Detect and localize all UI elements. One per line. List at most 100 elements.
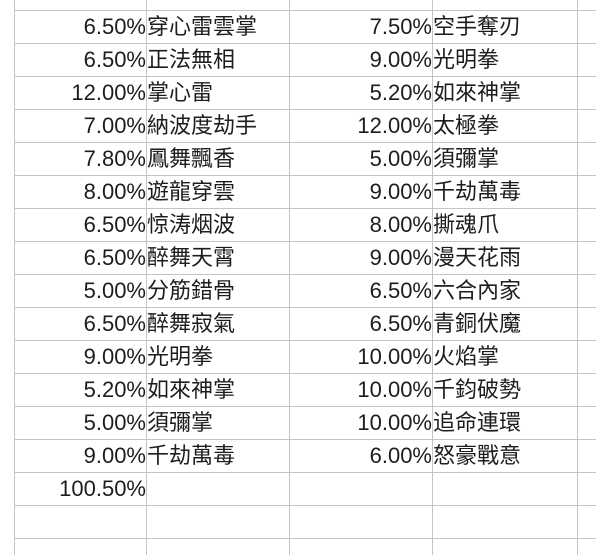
- table-row: 6.50% 正法無相 9.00% 光明拳: [14, 42, 596, 77]
- cell-left-skill-name[interactable]: 正法無相: [146, 42, 290, 77]
- table-row: 8.00% 遊龍穿雲 9.00% 千劫萬毒: [14, 174, 596, 209]
- cell-left-skill-name[interactable]: 穿心雷雲掌: [146, 9, 290, 44]
- cell-right-skill-name[interactable]: 光明拳: [432, 42, 578, 77]
- cell-left-percent[interactable]: [14, 504, 147, 539]
- cell-left-skill-name[interactable]: 惊涛烟波: [146, 207, 290, 242]
- cell-left-skill-name[interactable]: 醉舞寂氣: [146, 306, 290, 341]
- cell-right-skill-name[interactable]: 千鈞破勢: [432, 372, 578, 407]
- cell-right-percent[interactable]: 6.50%: [289, 306, 433, 341]
- cell-right-stub: [577, 504, 596, 539]
- cell-right-percent[interactable]: 12.00%: [289, 108, 433, 143]
- empty-cell: [577, 537, 596, 555]
- cell-right-percent[interactable]: 9.00%: [289, 42, 433, 77]
- cell-left-skill-name[interactable]: 分筋錯骨: [146, 273, 290, 308]
- table-row: 5.00% 分筋錯骨 6.50% 六合內家: [14, 273, 596, 308]
- cell-right-percent[interactable]: 5.00%: [289, 141, 433, 176]
- cell-right-stub: [577, 405, 596, 440]
- cell-right-percent[interactable]: 7.50%: [289, 9, 433, 44]
- cell-right-skill-name[interactable]: 撕魂爪: [432, 207, 578, 242]
- cell-right-percent[interactable]: [289, 471, 433, 506]
- empty-cell: [577, 0, 596, 11]
- cell-right-skill-name[interactable]: [432, 504, 578, 539]
- cell-right-skill-name[interactable]: 千劫萬毒: [432, 174, 578, 209]
- cell-right-percent[interactable]: 8.00%: [289, 207, 433, 242]
- cell-right-skill-name[interactable]: 太極拳: [432, 108, 578, 143]
- table-row: 9.00% 光明拳 10.00% 火焰掌: [14, 339, 596, 374]
- cell-right-percent[interactable]: 5.20%: [289, 75, 433, 110]
- cell-right-percent[interactable]: 10.00%: [289, 372, 433, 407]
- cell-right-stub: [577, 471, 596, 506]
- table-row: [14, 504, 596, 539]
- cell-left-skill-name[interactable]: 光明拳: [146, 339, 290, 374]
- table-row: 7.00% 納波度劫手 12.00% 太極拳: [14, 108, 596, 143]
- partial-row-bottom: [14, 537, 596, 555]
- cell-right-percent[interactable]: 10.00%: [289, 405, 433, 440]
- cell-right-stub: [577, 42, 596, 77]
- cell-right-skill-name[interactable]: 怒豪戰意: [432, 438, 578, 473]
- table-row: 7.80% 鳳舞飄香 5.00% 須彌掌: [14, 141, 596, 176]
- cell-right-percent[interactable]: 6.00%: [289, 438, 433, 473]
- empty-cell: [432, 537, 578, 555]
- cell-left-percent[interactable]: 12.00%: [14, 75, 147, 110]
- cell-right-skill-name[interactable]: 漫天花雨: [432, 240, 578, 275]
- cell-right-stub: [577, 141, 596, 176]
- cell-right-stub: [577, 174, 596, 209]
- cell-left-percent[interactable]: 7.00%: [14, 108, 147, 143]
- cell-right-percent[interactable]: 9.00%: [289, 240, 433, 275]
- cell-right-stub: [577, 372, 596, 407]
- cell-right-skill-name[interactable]: 火焰掌: [432, 339, 578, 374]
- empty-cell: [289, 0, 433, 11]
- empty-cell: [146, 537, 290, 555]
- cell-left-skill-name[interactable]: 遊龍穿雲: [146, 174, 290, 209]
- cell-left-percent[interactable]: 8.00%: [14, 174, 147, 209]
- table-row: 6.50% 惊涛烟波 8.00% 撕魂爪: [14, 207, 596, 242]
- cell-left-skill-name[interactable]: 須彌掌: [146, 405, 290, 440]
- cell-left-percent[interactable]: 5.20%: [14, 372, 147, 407]
- cell-left-skill-name[interactable]: [146, 471, 290, 506]
- cell-right-skill-name[interactable]: 如來神掌: [432, 75, 578, 110]
- cell-left-skill-name[interactable]: 掌心雷: [146, 75, 290, 110]
- table-row: 9.00% 千劫萬毒 6.00% 怒豪戰意: [14, 438, 596, 473]
- cell-left-percent[interactable]: 9.00%: [14, 339, 147, 374]
- cell-right-skill-name[interactable]: 須彌掌: [432, 141, 578, 176]
- cell-right-skill-name[interactable]: 六合內家: [432, 273, 578, 308]
- cell-left-skill-name[interactable]: 千劫萬毒: [146, 438, 290, 473]
- skill-rate-table: 6.50% 穿心雷雲掌 7.50% 空手奪刃 6.50% 正法無相 9.00% …: [14, 0, 596, 555]
- cell-left-skill-name[interactable]: [146, 504, 290, 539]
- empty-cell: [146, 0, 290, 11]
- cell-left-percent[interactable]: 6.50%: [14, 9, 147, 44]
- cell-left-skill-name[interactable]: 如來神掌: [146, 372, 290, 407]
- cell-right-stub: [577, 306, 596, 341]
- cell-right-stub: [577, 273, 596, 308]
- cell-left-percent[interactable]: 5.00%: [14, 405, 147, 440]
- table-row: 5.20% 如來神掌 10.00% 千鈞破勢: [14, 372, 596, 407]
- cell-left-percent[interactable]: 100.50%: [14, 471, 147, 506]
- cell-right-percent[interactable]: 9.00%: [289, 174, 433, 209]
- empty-cell: [14, 0, 147, 11]
- cell-right-skill-name[interactable]: 青銅伏魔: [432, 306, 578, 341]
- cell-right-percent[interactable]: 10.00%: [289, 339, 433, 374]
- cell-right-percent[interactable]: 6.50%: [289, 273, 433, 308]
- cell-left-percent[interactable]: 9.00%: [14, 438, 147, 473]
- cell-right-skill-name[interactable]: [432, 471, 578, 506]
- cell-left-percent[interactable]: 6.50%: [14, 207, 147, 242]
- cell-right-skill-name[interactable]: 空手奪刃: [432, 9, 578, 44]
- empty-cell: [14, 537, 147, 555]
- cell-right-skill-name[interactable]: 追命連環: [432, 405, 578, 440]
- cell-left-percent[interactable]: 5.00%: [14, 273, 147, 308]
- table-row: 6.50% 穿心雷雲掌 7.50% 空手奪刃: [14, 9, 596, 44]
- cell-right-percent[interactable]: [289, 504, 433, 539]
- cell-right-stub: [577, 339, 596, 374]
- table-row: 6.50% 醉舞寂氣 6.50% 青銅伏魔: [14, 306, 596, 341]
- cell-left-percent[interactable]: 6.50%: [14, 240, 147, 275]
- cell-left-skill-name[interactable]: 納波度劫手: [146, 108, 290, 143]
- cell-left-skill-name[interactable]: 醉舞天霄: [146, 240, 290, 275]
- cell-left-percent[interactable]: 7.80%: [14, 141, 147, 176]
- cell-right-stub: [577, 9, 596, 44]
- cell-left-percent[interactable]: 6.50%: [14, 306, 147, 341]
- cell-left-skill-name[interactable]: 鳳舞飄香: [146, 141, 290, 176]
- table-row: 12.00% 掌心雷 5.20% 如來神掌: [14, 75, 596, 110]
- cell-right-stub: [577, 438, 596, 473]
- cell-left-percent[interactable]: 6.50%: [14, 42, 147, 77]
